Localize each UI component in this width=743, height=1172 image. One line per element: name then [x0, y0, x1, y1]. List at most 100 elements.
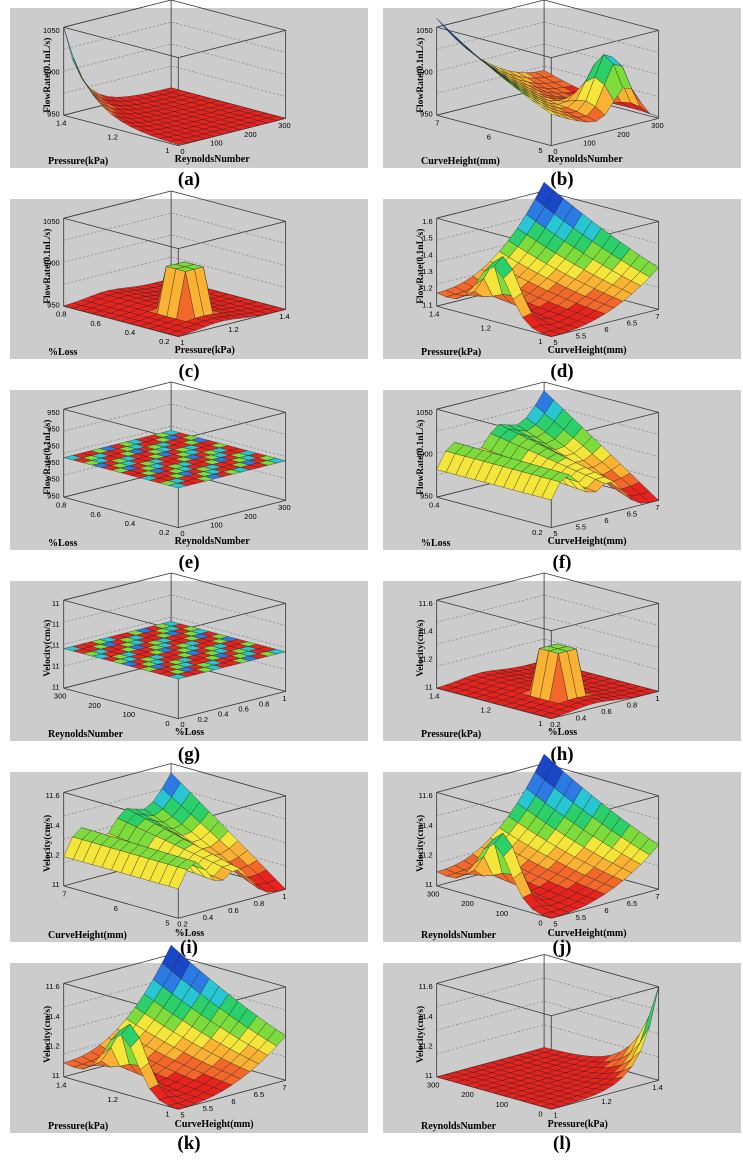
- grid-line: [63, 21, 286, 53]
- right-tick-label: 1: [180, 338, 184, 347]
- left-axis-label: Pressure(kPa): [48, 1121, 108, 1132]
- left-tick-label: 0.4: [125, 519, 135, 528]
- box-edge: [63, 572, 172, 601]
- z-tick-label: 950: [47, 441, 60, 450]
- right-tick-label: 100: [210, 520, 223, 529]
- surface-patch: [541, 1103, 561, 1110]
- panel-caption: (a): [178, 169, 200, 190]
- left-tick-label: 1.4: [429, 692, 439, 701]
- grid-line: [436, 594, 659, 626]
- right-tick-label: 0.8: [259, 699, 269, 708]
- left-tick-label: 100: [496, 1100, 509, 1109]
- grid-line: [63, 1000, 286, 1034]
- box-edge: [63, 26, 179, 58]
- grid-line: [436, 1024, 659, 1058]
- z-tick-label: 1050: [416, 408, 433, 417]
- left-tick-label: 0.2: [159, 528, 169, 537]
- box-edge: [551, 888, 659, 919]
- right-tick-label: 200: [244, 130, 257, 139]
- z-tick-label: 11: [52, 880, 60, 889]
- z-axis-label: FlowRate(0.1nL/s): [415, 420, 426, 495]
- box-edge: [436, 763, 545, 793]
- grid-line: [436, 1000, 659, 1034]
- box-edge: [63, 0, 172, 28]
- surface-patch: [541, 107, 561, 117]
- left-tick-label: 1.2: [108, 132, 118, 141]
- box-edge: [178, 888, 286, 919]
- z-tick-label: 11.4: [46, 1012, 60, 1021]
- box-edge: [543, 572, 659, 604]
- right-axis-label: Pressure(kPa): [548, 1119, 608, 1130]
- right-tick-label: 0.2: [550, 720, 560, 729]
- box-edge: [63, 1076, 179, 1110]
- z-axis-label: Velocity(cm/s): [42, 620, 53, 677]
- z-axis-label: FlowRate(0.1nL/s): [42, 420, 53, 495]
- left-axis-label: CurveHeight(mm): [48, 930, 127, 941]
- box-edge: [551, 603, 659, 631]
- box-edge: [63, 763, 172, 793]
- left-tick-label: 1.4: [56, 119, 66, 128]
- left-tick-label: 0: [165, 719, 169, 728]
- z-axis-label: Velocity(cm/s): [42, 815, 53, 872]
- z-tick-label: 11: [52, 662, 60, 671]
- box-edge: [170, 381, 286, 413]
- box-edge: [543, 954, 659, 988]
- right-tick-label: 0.2: [198, 715, 208, 724]
- panel-caption: (c): [178, 361, 199, 382]
- grid-line: [436, 977, 659, 1011]
- right-tick-label: 100: [583, 138, 596, 147]
- left-tick-label: 5: [538, 146, 542, 155]
- left-tick-label: 1.4: [429, 310, 439, 319]
- surface-patch: [541, 712, 561, 719]
- right-tick-label: 7: [655, 503, 659, 512]
- z-tick-label: 11.2: [419, 850, 433, 859]
- right-tick-label: 5: [553, 920, 557, 929]
- left-tick-label: 1: [538, 719, 542, 728]
- z-tick-label: 1050: [416, 26, 433, 35]
- z-tick-label: 1.6: [422, 217, 432, 226]
- z-tick-label: 1.3: [422, 267, 432, 276]
- panel-c: 950 1000 1050 0.2 0.4 0.6 0.8 1 1.2 1.4 FlowRate(0…: [10, 190, 368, 359]
- right-tick-label: 5: [180, 1111, 184, 1120]
- right-tick-label: 5: [553, 529, 557, 538]
- left-tick-label: 0.2: [159, 337, 169, 346]
- left-tick-label: 7: [62, 890, 66, 899]
- z-tick-label: 11: [52, 1071, 60, 1080]
- left-tick-label: 1.2: [481, 323, 491, 332]
- z-tick-label: 950: [47, 425, 60, 434]
- right-tick-label: 5.5: [576, 523, 586, 532]
- box-edge: [63, 381, 172, 410]
- z-tick-label: 11: [52, 620, 60, 629]
- grid-line: [63, 977, 286, 1011]
- left-tick-label: 1.2: [481, 705, 491, 714]
- right-tick-label: 1: [282, 694, 286, 703]
- z-tick-label: 1.1: [422, 300, 432, 309]
- box-edge: [543, 381, 659, 413]
- grid-line: [63, 594, 286, 626]
- grid-line: [63, 1024, 286, 1058]
- left-axis-label: ReynoldsNumber: [421, 930, 497, 941]
- z-tick-label: 11.2: [419, 655, 433, 664]
- left-tick-label: 1.2: [108, 1095, 118, 1104]
- right-tick-label: 1: [553, 1111, 557, 1120]
- grid-line: [436, 43, 659, 75]
- left-axis-label: Pressure(kPa): [421, 347, 481, 358]
- z-tick-label: 11.4: [419, 627, 433, 636]
- z-tick-label: 1050: [43, 26, 60, 35]
- left-tick-label: 300: [427, 1081, 440, 1090]
- box-edge: [551, 309, 659, 337]
- box-edge: [63, 687, 179, 719]
- left-tick-label: 6: [487, 132, 491, 141]
- z-tick-label: 950: [420, 109, 433, 118]
- panel-caption: (e): [178, 552, 199, 573]
- left-tick-label: 1: [165, 146, 169, 155]
- z-tick-label: 1000: [416, 68, 433, 77]
- panel-l: 1111.211.411.6010020030011.21.4Velocity(…: [383, 954, 741, 1133]
- grid-line: [63, 43, 286, 75]
- surface-patch: [168, 674, 188, 680]
- box-edge: [63, 954, 172, 984]
- box-edge: [63, 305, 179, 337]
- panel-i: 11 11.2 11.4 11.6 5 6 7 0.2 0.4 0.6 0.8 1 Velocity(c…: [10, 763, 368, 942]
- right-tick-label: 6: [604, 516, 608, 525]
